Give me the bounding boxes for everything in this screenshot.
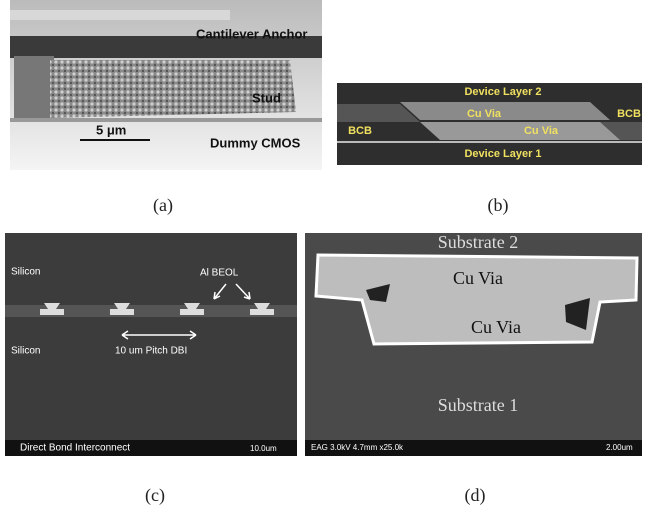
label: Stud (252, 90, 281, 105)
panel-d: Substrate 2 Cu Via Cu Via Substrate 1 EA… (305, 232, 642, 506)
label: Silicon (11, 346, 40, 357)
label: EAG 3.0kV 4.7mm x25.0k (311, 443, 404, 452)
caption: (a) (153, 195, 173, 216)
label: BCB (617, 108, 641, 120)
panel-a: Cantilever Anchor Stud 5 μm Dummy CMOS (… (10, 0, 322, 216)
label: 5 μm (96, 122, 126, 137)
label: Device Layer 1 (464, 148, 541, 160)
label: Al BEOL (200, 268, 239, 279)
panel-b: Device Layer 2 Cu Via BCB BCB Cu Via Dev… (337, 83, 642, 216)
label: 10.0um (250, 444, 277, 453)
caption: (d) (465, 485, 486, 506)
label: Device Layer 2 (464, 86, 541, 98)
sem-image (5, 233, 297, 456)
label: BCB (348, 125, 372, 137)
label: Cu Via (471, 317, 521, 337)
figure: Cantilever Anchor Stud 5 μm Dummy CMOS (… (0, 0, 646, 512)
label: 10 um Pitch DBI (115, 346, 187, 357)
label: Direct Bond Interconnect (20, 443, 130, 454)
label: Cantilever Anchor (196, 26, 308, 41)
label: Substrate 1 (438, 395, 519, 415)
label: Substrate 2 (438, 232, 519, 252)
label: Cu Via (467, 108, 502, 120)
label: Silicon (11, 267, 40, 278)
caption: (c) (145, 485, 165, 506)
caption: (b) (488, 195, 509, 216)
label: 2.00um (606, 443, 633, 452)
label: Dummy CMOS (210, 135, 301, 150)
label: Cu Via (453, 268, 503, 288)
label: Cu Via (524, 125, 559, 137)
panel-c: Silicon Al BEOL Silicon 10 um Pitch DBI … (5, 233, 297, 506)
